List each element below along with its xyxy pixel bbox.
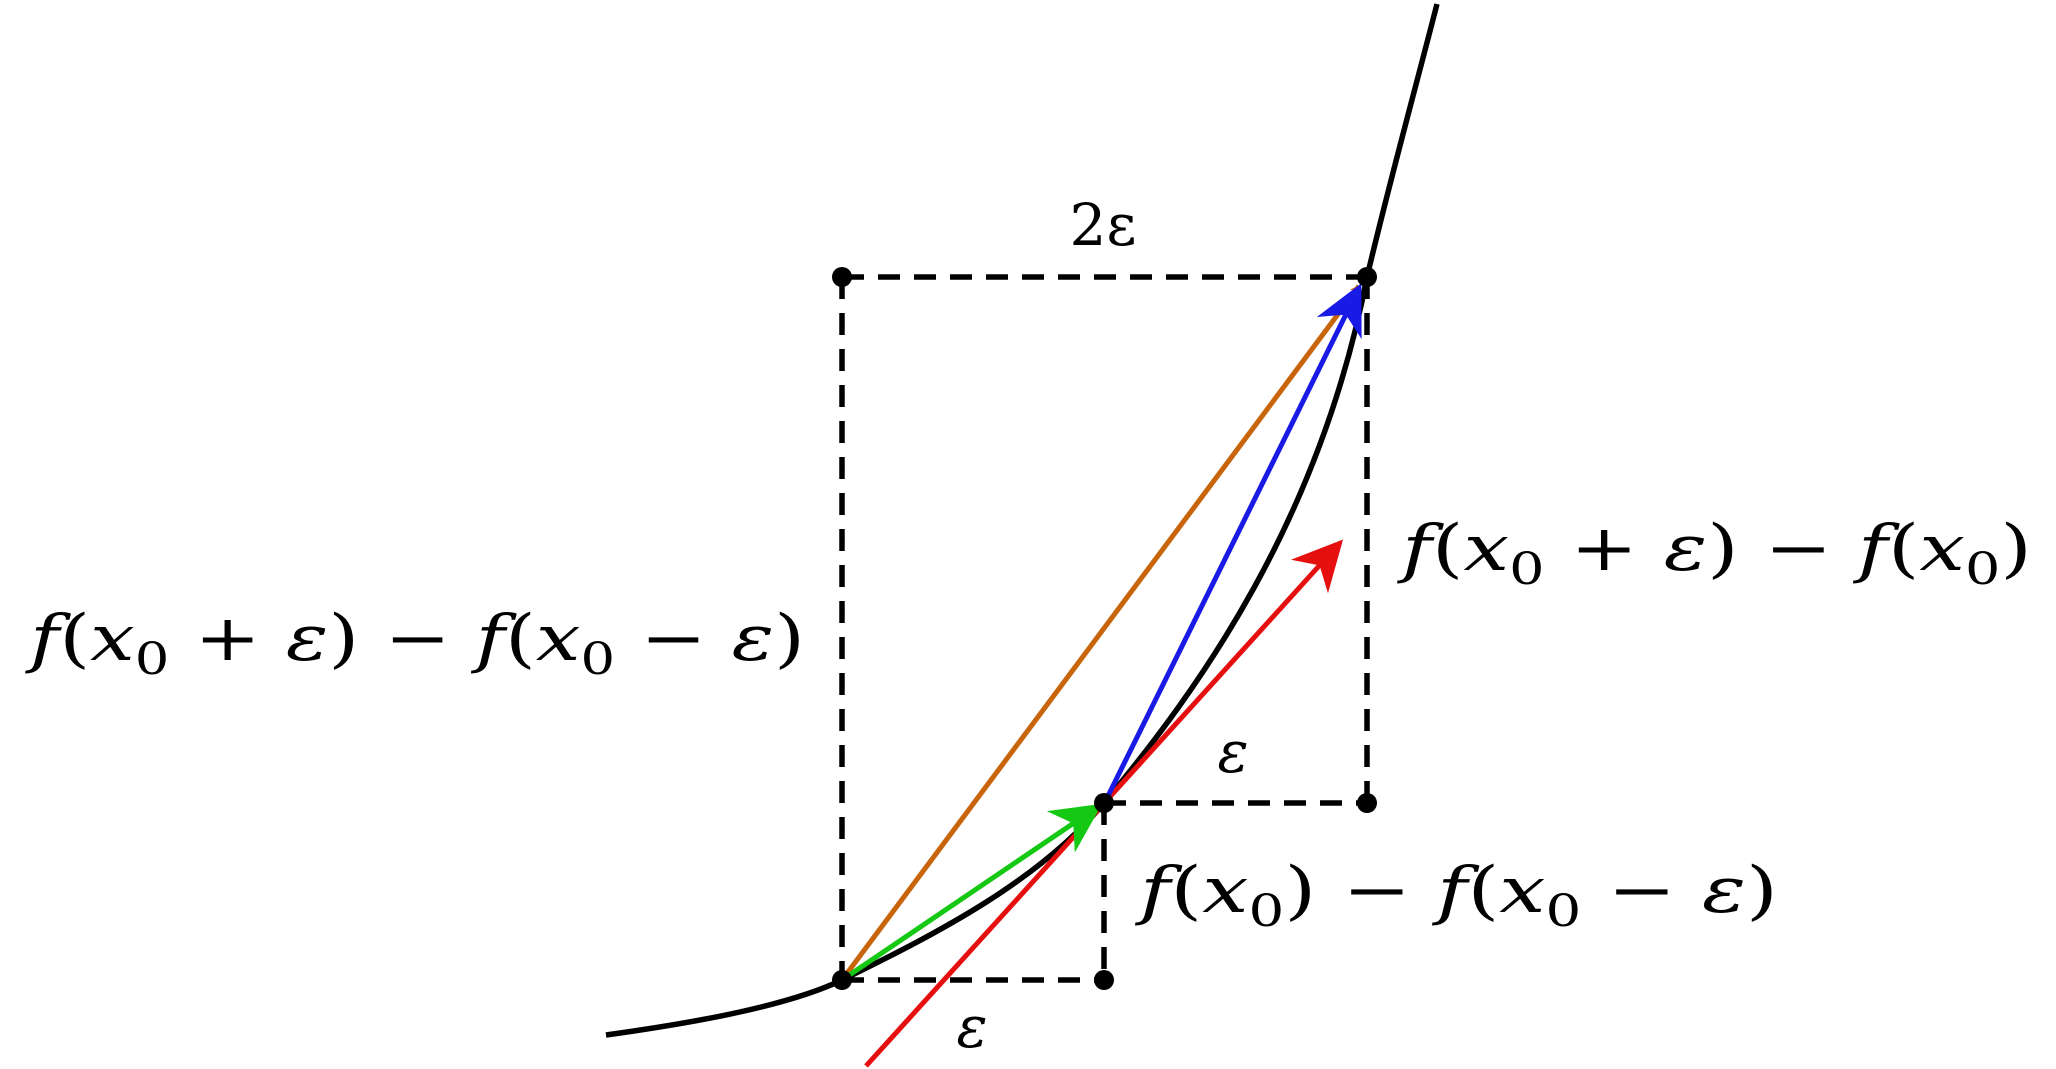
cd-lp2: ( xyxy=(505,602,536,676)
function-curve xyxy=(605,3,1440,1038)
fd-rp1: ) xyxy=(1707,512,1739,586)
bd-minus2: − xyxy=(1581,854,1702,928)
cd-x1: x xyxy=(90,602,135,676)
label-central-difference: f(x 0 + ε) − f(x 0 − ε) xyxy=(25,602,805,685)
forward-difference-arrow xyxy=(1103,283,1362,802)
cd-s1: 0 xyxy=(135,634,170,685)
fd-x2: x xyxy=(1919,512,1965,586)
label-epsilon-bottom: ε xyxy=(956,993,987,1061)
bd-rp1: ) xyxy=(1284,854,1316,928)
cd-plus: + xyxy=(169,602,286,676)
points xyxy=(832,267,1377,990)
fd-e1: ε xyxy=(1664,512,1707,586)
central-difference-arrow xyxy=(842,284,1362,978)
fd-s1: 0 xyxy=(1509,544,1544,595)
point-x0 xyxy=(1094,793,1114,813)
dashed-guides xyxy=(839,274,1370,983)
point-middle-right xyxy=(1357,793,1377,813)
point-top-left xyxy=(832,267,852,287)
cd-e1: ε xyxy=(286,602,328,676)
point-x0-plus-eps xyxy=(1357,267,1377,287)
two-eps-text: 2ε xyxy=(1070,191,1137,259)
cd-minus2: − xyxy=(615,602,732,676)
cd-minus: − xyxy=(359,602,476,676)
label-backward-difference: f(x 0) − f(x 0 − ε) xyxy=(1135,854,1778,937)
fd-lp1: ( xyxy=(1432,512,1464,586)
bd-rp2: ) xyxy=(1746,854,1778,928)
bd-minus: − xyxy=(1316,854,1437,928)
fd-minus: − xyxy=(1739,512,1858,586)
label-epsilon-right: ε xyxy=(1217,718,1248,786)
bd-e2: ε xyxy=(1702,854,1746,928)
cd-rp2: ) xyxy=(774,602,805,676)
cd-e2: ε xyxy=(732,602,774,676)
fd-plus: + xyxy=(1545,512,1664,586)
point-x0-minus-eps xyxy=(832,970,852,990)
point-bottom-right xyxy=(1094,970,1114,990)
fd-lp2: ( xyxy=(1888,512,1920,586)
backward-difference-arrow xyxy=(843,803,1103,981)
fd-rp2: ) xyxy=(2000,512,2032,586)
fd-x1: x xyxy=(1464,512,1510,586)
cd-rp1: ) xyxy=(328,602,359,676)
bd-s1: 0 xyxy=(1248,886,1284,937)
bd-lp2: ( xyxy=(1467,854,1499,928)
bd-s2: 0 xyxy=(1546,886,1582,937)
bd-x1: x xyxy=(1202,854,1248,928)
cd-lp1: ( xyxy=(59,602,90,676)
fd-s2: 0 xyxy=(1965,544,2000,595)
cd-s2: 0 xyxy=(581,634,616,685)
cd-x2: x xyxy=(536,602,581,676)
label-forward-difference: f(x 0 + ε) − f(x 0) xyxy=(1397,512,2032,595)
bd-lp1: ( xyxy=(1170,854,1202,928)
bd-x2: x xyxy=(1499,854,1545,928)
label-two-epsilon: 2ε xyxy=(1070,191,1137,259)
